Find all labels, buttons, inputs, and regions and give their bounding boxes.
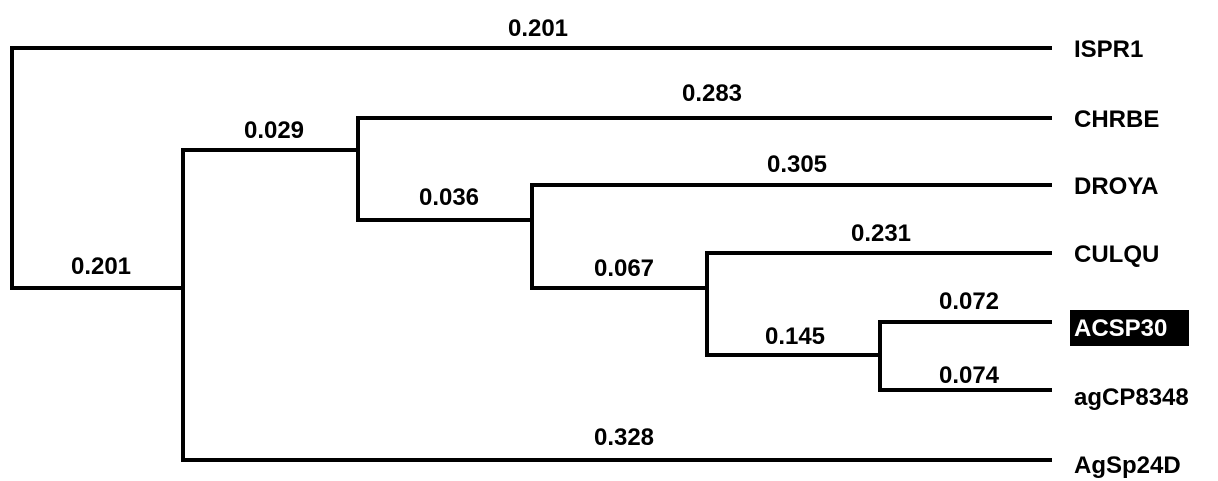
leaf-label-agcp8348: agCP8348: [1074, 384, 1189, 411]
branch-length-n3-droya: 0.305: [767, 151, 827, 178]
branch-length-n2-chrbe: 0.283: [682, 80, 742, 107]
branch-length-n4-n5: 0.145: [765, 323, 825, 350]
leaf-label-acsp30: ACSP30: [1074, 315, 1167, 342]
branch-length-root-ispr1: 0.201: [508, 15, 568, 42]
branch-length-n4-culqu: 0.231: [851, 220, 911, 247]
leaf-label-droya: DROYA: [1074, 173, 1158, 200]
leaf-labels: ISPR1 CHRBE DROYA CULQU ACSP30 agCP8348 …: [1070, 36, 1189, 479]
leaf-label-ispr1: ISPR1: [1074, 36, 1143, 63]
tree-branches: [10, 46, 1052, 462]
leaf-label-chrbe: CHRBE: [1074, 106, 1159, 133]
leaf-label-culqu: CULQU: [1074, 241, 1159, 268]
branch-length-ingroup-agsp24d: 0.328: [594, 424, 654, 451]
branch-length-n2-n3: 0.036: [419, 184, 479, 211]
branch-length-labels: 0.201 0.201 0.029 0.283 0.036 0.305 0.06…: [71, 15, 1000, 451]
branch-length-root-ingroup: 0.201: [71, 253, 131, 280]
branch-length-n3-n4: 0.067: [594, 255, 654, 282]
branch-length-ingroup-n2: 0.029: [244, 117, 304, 144]
leaf-highlight-box: [1070, 310, 1189, 346]
leaf-label-agsp24d: AgSp24D: [1074, 452, 1181, 479]
branch-length-n5-acsp30: 0.072: [939, 288, 999, 315]
branch-length-n5-agcp8348: 0.074: [939, 362, 1000, 389]
